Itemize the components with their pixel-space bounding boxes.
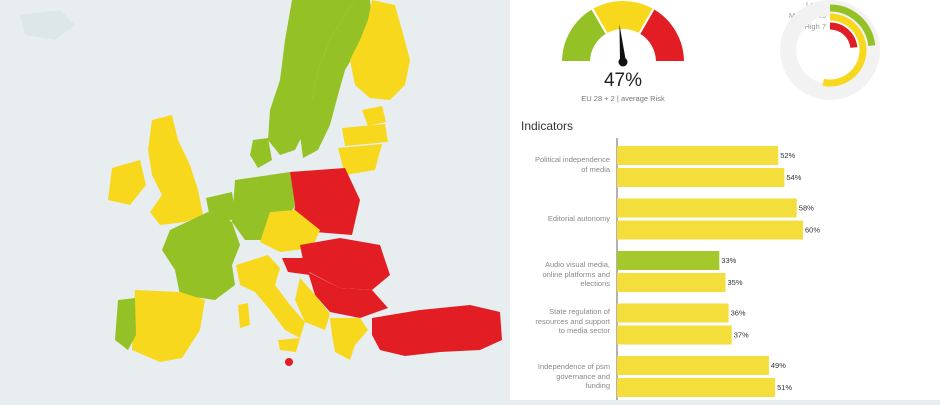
map-region-sicily[interactable] — [278, 338, 300, 352]
map-region-sweden[interactable] — [300, 0, 372, 158]
map-region-turkey[interactable] — [372, 305, 502, 356]
legend-ring-low — [829, 4, 876, 47]
map-region-estonia[interactable] — [362, 106, 386, 126]
indicator-bar[interactable] — [617, 198, 797, 218]
risk-gauge — [559, 0, 687, 67]
indicator-bar[interactable] — [617, 168, 785, 187]
map-region-spain[interactable] — [132, 290, 205, 362]
indicator-bar-value-label: 60% — [805, 226, 820, 235]
indicator-label-political-independence: Political independence of media — [534, 155, 610, 174]
indicator-bar-value-label: 36% — [731, 309, 746, 318]
indicator-bar[interactable] — [617, 251, 720, 270]
indicator-bar-value-label: 51% — [777, 383, 792, 392]
legend-ring-medium — [822, 13, 867, 87]
gauge-hub — [618, 57, 628, 67]
map-region-greece[interactable] — [330, 318, 368, 360]
map-region-balkans[interactable] — [308, 272, 388, 318]
map-region-iceland[interactable] — [20, 10, 75, 40]
indicator-bar[interactable] — [617, 378, 776, 397]
europe-risk-map[interactable] — [0, 0, 510, 400]
indicator-bar-value-label: 52% — [780, 151, 795, 160]
legend-ring-high — [829, 22, 858, 49]
legend-high-label: High 7 — [804, 22, 826, 31]
indicator-bar-value-label: 54% — [786, 173, 801, 182]
map-region-slovenia-croatia[interactable] — [282, 258, 310, 275]
map-region-denmark[interactable] — [250, 138, 272, 168]
indicator-bar[interactable] — [617, 146, 779, 165]
map-region-hungary-romania[interactable] — [300, 238, 390, 290]
map-region-lithuania[interactable] — [338, 144, 382, 175]
map-region-uk[interactable] — [148, 115, 203, 225]
map-region-finland[interactable] — [350, 0, 410, 100]
gauge-needle — [619, 24, 626, 63]
gauge-value: 47% — [603, 70, 643, 91]
indicator-bar-value-label: 58% — [799, 204, 814, 213]
map-region-poland[interactable] — [290, 168, 360, 235]
indicators-title: Indicators — [521, 119, 574, 133]
map-region-france[interactable] — [162, 212, 240, 300]
indicator-bar-value-label: 35% — [728, 278, 743, 287]
map-region-italy[interactable] — [236, 255, 305, 338]
indicator-bar[interactable] — [617, 325, 732, 345]
indicator-bar[interactable] — [617, 356, 769, 375]
map-region-sardinia[interactable] — [238, 303, 250, 328]
indicator-label-state-regulation: State regulation of resources and suppor… — [535, 307, 610, 335]
indicator-label-audio-visual: Audio visual media, online platforms and… — [542, 260, 610, 288]
gauge-high-segment — [637, 6, 687, 63]
map-region-czechia-austria[interactable] — [260, 210, 320, 252]
indicator-bar[interactable] — [617, 303, 729, 323]
indicator-label-editorial-autonomy: Editorial autonomy — [547, 214, 610, 223]
bar-group: 52% 54% 58% 60% 33% 35% 36% 37% 49% 51% — [617, 146, 820, 397]
map-svg — [20, 0, 502, 366]
indicator-bar[interactable] — [617, 273, 726, 292]
map-region-bosnia-albania[interactable] — [295, 278, 330, 330]
map-region-portugal[interactable] — [115, 298, 136, 350]
indicator-bar-value-label: 33% — [721, 256, 736, 265]
indicator-bar[interactable] — [617, 220, 803, 240]
indicators-bar-chart: 52% 54% 58% 60% 33% 35% 36% 37% 49% 51% — [616, 138, 820, 400]
map-region-latvia[interactable] — [342, 124, 388, 146]
map-region-malta[interactable] — [285, 358, 293, 366]
indicator-bar-value-label: 37% — [734, 331, 749, 340]
map-region-norway[interactable] — [268, 0, 355, 155]
indicator-label-psm-governance: Independence of psm governance and fundi… — [537, 362, 610, 390]
map-region-ireland[interactable] — [108, 160, 146, 205]
gauge-caption: EU 28 + 2 | average Risk — [581, 94, 665, 103]
legend-radial-rings — [780, 0, 880, 100]
indicator-bar-value-label: 49% — [771, 361, 786, 370]
